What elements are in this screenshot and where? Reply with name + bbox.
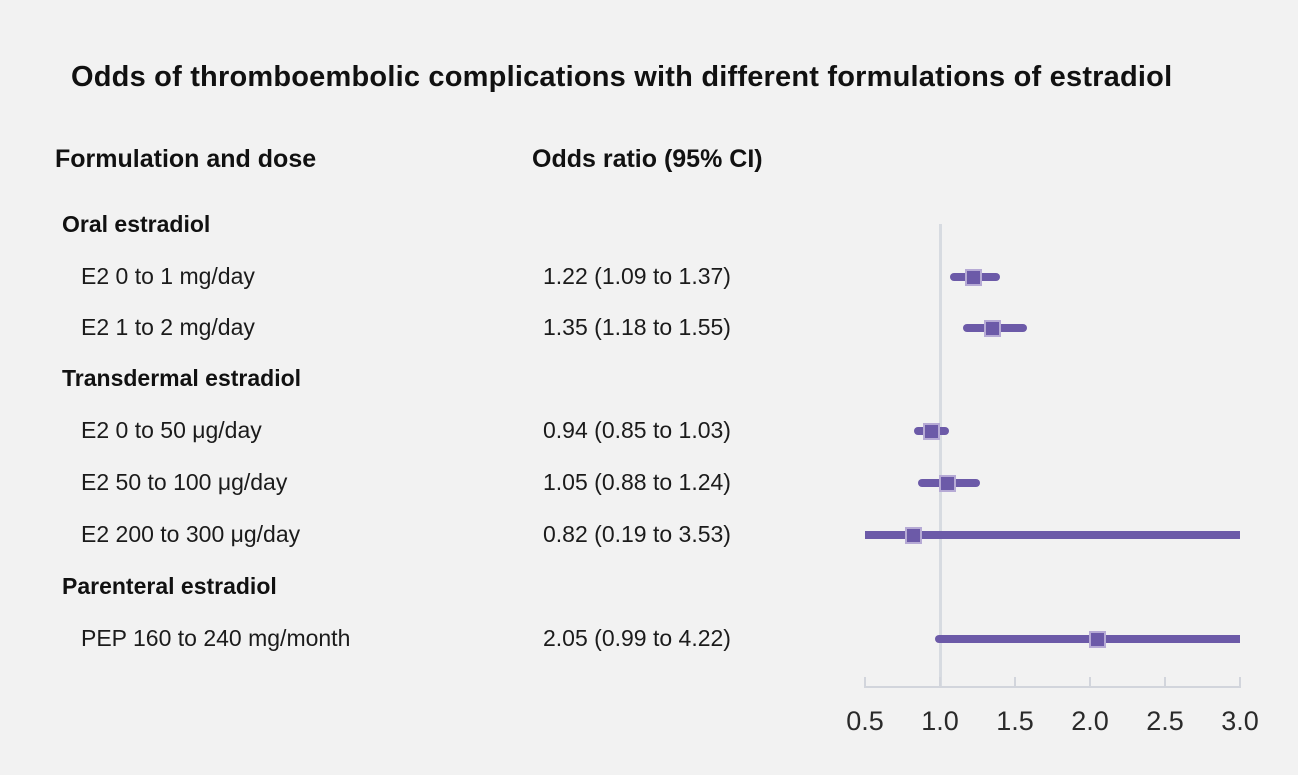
axis-tick-label: 1.0 [921,706,959,736]
odds-ratio-value: 2.05 (0.99 to 4.22) [543,625,731,651]
reference-line [938,224,942,688]
row-label: E2 0 to 50 μg/day [81,417,262,443]
row-label: E2 50 to 100 μg/day [81,469,288,495]
axis-tick-label: 0.5 [846,706,884,736]
odds-ratio-marker [984,319,1001,337]
axis-tick [1164,677,1166,686]
odds-ratio-marker [939,474,956,492]
odds-ratio-value: 1.05 (0.88 to 1.24) [543,469,731,495]
axis-tick [1239,677,1241,686]
axis-tick [939,677,941,686]
row-label: E2 1 to 2 mg/day [81,314,255,340]
group-label-parenteral: Parenteral estradiol [62,573,277,599]
axis-tick [1089,677,1091,686]
odds-ratio-value: 1.35 (1.18 to 1.55) [543,314,731,340]
odds-ratio-marker [1089,630,1106,648]
axis-tick-label: 2.0 [1071,706,1109,736]
axis-tick [1014,677,1016,686]
odds-ratio-value: 0.94 (0.85 to 1.03) [543,417,731,443]
axis-tick-label: 3.0 [1221,706,1259,736]
chart-title: Odds of thromboembolic complications wit… [71,61,1173,93]
group-label-transdermal: Transdermal estradiol [62,365,302,391]
odds-ratio-value: 1.22 (1.09 to 1.37) [543,263,731,289]
odds-ratio-marker [964,268,982,286]
row-label: PEP 160 to 240 mg/month [81,625,351,651]
axis-tick-label: 2.5 [1146,706,1184,736]
group-label-oral: Oral estradiol [62,211,211,237]
column-header-formulation: Formulation and dose [55,145,317,173]
axis-tick [864,677,866,686]
odds-ratio-value: 0.82 (0.19 to 3.53) [543,521,731,547]
odds-ratio-marker [904,526,922,544]
column-header-odds-ratio: Odds ratio (95% CI) [532,145,763,173]
ci-line [934,635,1240,643]
ci-line [865,531,1240,539]
row-label: E2 200 to 300 μg/day [81,521,301,547]
row-label: E2 0 to 1 mg/day [81,263,255,289]
x-axis-line [864,686,1241,688]
odds-ratio-marker [922,422,940,440]
axis-tick-label: 1.5 [996,706,1034,736]
